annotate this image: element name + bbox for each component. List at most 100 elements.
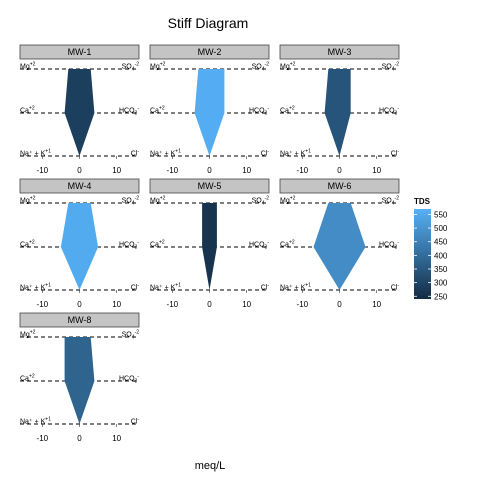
anion-label: HCO3- — [119, 106, 139, 117]
anion-label: Cl- — [131, 149, 140, 158]
panel-strip-label: MW-6 — [328, 181, 352, 191]
x-tick-label: 0 — [77, 434, 82, 443]
panel-strip-label: MW-2 — [198, 47, 222, 57]
stiff-polygon — [313, 203, 366, 290]
panel-strip-label: MW-4 — [68, 181, 92, 191]
anion-label: HCO3- — [249, 106, 269, 117]
anion-label: Cl- — [261, 283, 270, 292]
x-tick-label: 0 — [207, 300, 212, 309]
x-tick-label: 0 — [77, 300, 82, 309]
panel-mw-8: MW-8 Mg+2 SO4-2 Ca+2 HCO3- Na⁺ + K+1 Cl- -10 0 10 — [19, 312, 140, 443]
cation-label: Mg+2 — [280, 62, 296, 71]
legend-tick-label: 450 — [434, 238, 448, 247]
x-tick-label: -10 — [297, 300, 309, 309]
cation-label: Mg+2 — [150, 196, 166, 205]
legend-tick-label: 400 — [434, 251, 448, 260]
x-tick-label: 10 — [372, 300, 381, 309]
cation-label: Ca+2 — [20, 106, 35, 115]
anion-label: Cl- — [261, 149, 270, 158]
stiff-polygon — [194, 69, 225, 156]
stiff-polygon — [60, 203, 99, 290]
legend-tick-label: 500 — [434, 224, 448, 233]
anion-label: HCO3- — [249, 240, 269, 251]
legend-colorbar — [414, 209, 431, 299]
x-tick-label: 0 — [337, 166, 342, 175]
anion-label: HCO3- — [119, 374, 139, 385]
panel-strip — [149, 178, 270, 194]
tds-legend: TDS 250 300 350 400 450 500 550 — [414, 197, 448, 301]
panel-strip-label: MW-3 — [328, 47, 352, 57]
panel-mw-3: MW-3 Mg+2 SO4-2 Ca+2 HCO3- Na⁺ + K+1 Cl- -10 0 10 — [279, 44, 400, 175]
x-tick-label: 0 — [337, 300, 342, 309]
x-tick-label: -10 — [167, 166, 179, 175]
panel-mw-1: MW-1 Mg+2 SO4-2 Ca+2 HCO3- Na⁺ + K+1 Cl- -10 0 10 — [19, 44, 140, 175]
anion-label: Cl- — [131, 417, 140, 426]
anion-label: SO4-2 — [122, 196, 140, 207]
anion-label: Cl- — [391, 149, 400, 158]
panels-group: MW-1 Mg+2 SO4-2 Ca+2 HCO3- Na⁺ + K+1 Cl- -10 0 10… — [19, 44, 400, 443]
cation-label: Na⁺ + K+1 — [280, 283, 311, 292]
cation-label: Mg+2 — [150, 62, 166, 71]
legend-title: TDS — [414, 197, 431, 206]
panel-strip — [279, 178, 400, 194]
legend-ticks: 250 300 350 400 450 500 550 — [414, 210, 448, 301]
panel-mw-2: MW-2 Mg+2 SO4-2 Ca+2 HCO3- Na⁺ + K+1 Cl- -10 0 10 — [149, 44, 270, 175]
cation-label: Na⁺ + K+1 — [20, 283, 51, 292]
x-tick-label: 10 — [242, 166, 251, 175]
cation-label: Mg+2 — [20, 62, 36, 71]
cation-label: Mg+2 — [280, 196, 296, 205]
cation-label: Ca+2 — [150, 106, 165, 115]
anion-label: Cl- — [391, 283, 400, 292]
x-tick-label: 10 — [242, 300, 251, 309]
panel-strip-label: MW-1 — [68, 47, 92, 57]
x-tick-label: 10 — [112, 434, 121, 443]
x-tick-label: -10 — [297, 166, 309, 175]
cation-label: Ca+2 — [280, 240, 295, 249]
stiff-polygon — [324, 69, 351, 156]
anion-label: HCO3- — [119, 240, 139, 251]
legend-tick-label: 350 — [434, 265, 448, 274]
chart-title: Stiff Diagram — [168, 15, 249, 31]
panel-strip — [279, 44, 400, 60]
x-tick-label: 10 — [112, 300, 121, 309]
stiff-polygon — [64, 69, 95, 156]
x-axis-title: meq/L — [195, 460, 226, 472]
x-tick-label: -10 — [37, 300, 49, 309]
cation-label: Na⁺ + K+1 — [280, 149, 311, 158]
cation-label: Ca+2 — [150, 240, 165, 249]
anion-label: SO4-2 — [122, 330, 140, 341]
cation-label: Na⁺ + K+1 — [150, 149, 181, 158]
panel-mw-4: MW-4 Mg+2 SO4-2 Ca+2 HCO3- Na⁺ + K+1 Cl- -10 0 10 — [19, 178, 140, 309]
anion-label: SO4-2 — [252, 62, 270, 73]
panel-strip — [149, 44, 270, 60]
stiff-polygon — [64, 337, 95, 424]
cation-label: Na⁺ + K+1 — [20, 149, 51, 158]
anion-label: Cl- — [131, 283, 140, 292]
panel-strip-label: MW-5 — [198, 181, 222, 191]
panel-strip — [19, 44, 140, 60]
anion-label: HCO3- — [379, 240, 399, 251]
x-tick-label: -10 — [167, 300, 179, 309]
cation-label: Ca+2 — [280, 106, 295, 115]
x-tick-label: -10 — [37, 166, 49, 175]
cation-label: Mg+2 — [20, 330, 36, 339]
legend-tick-label: 550 — [434, 210, 448, 219]
anion-label: SO4-2 — [122, 62, 140, 73]
x-tick-label: 10 — [112, 166, 121, 175]
cation-label: Ca+2 — [20, 374, 35, 383]
cation-label: Mg+2 — [20, 196, 36, 205]
x-tick-label: 0 — [207, 166, 212, 175]
anion-label: HCO3- — [379, 106, 399, 117]
legend-tick-label: 300 — [434, 279, 448, 288]
anion-label: SO4-2 — [382, 62, 400, 73]
x-tick-label: 10 — [372, 166, 381, 175]
cation-label: Ca+2 — [20, 240, 35, 249]
x-tick-label: -10 — [37, 434, 49, 443]
stiff-polygon — [202, 203, 217, 290]
panel-strip — [19, 178, 140, 194]
panel-mw-6: MW-6 Mg+2 SO4-2 Ca+2 HCO3- Na⁺ + K+1 Cl- -10 0 10 — [279, 178, 400, 309]
panel-strip — [19, 312, 140, 328]
legend-tick-label: 250 — [434, 292, 448, 301]
x-tick-label: 0 — [77, 166, 82, 175]
